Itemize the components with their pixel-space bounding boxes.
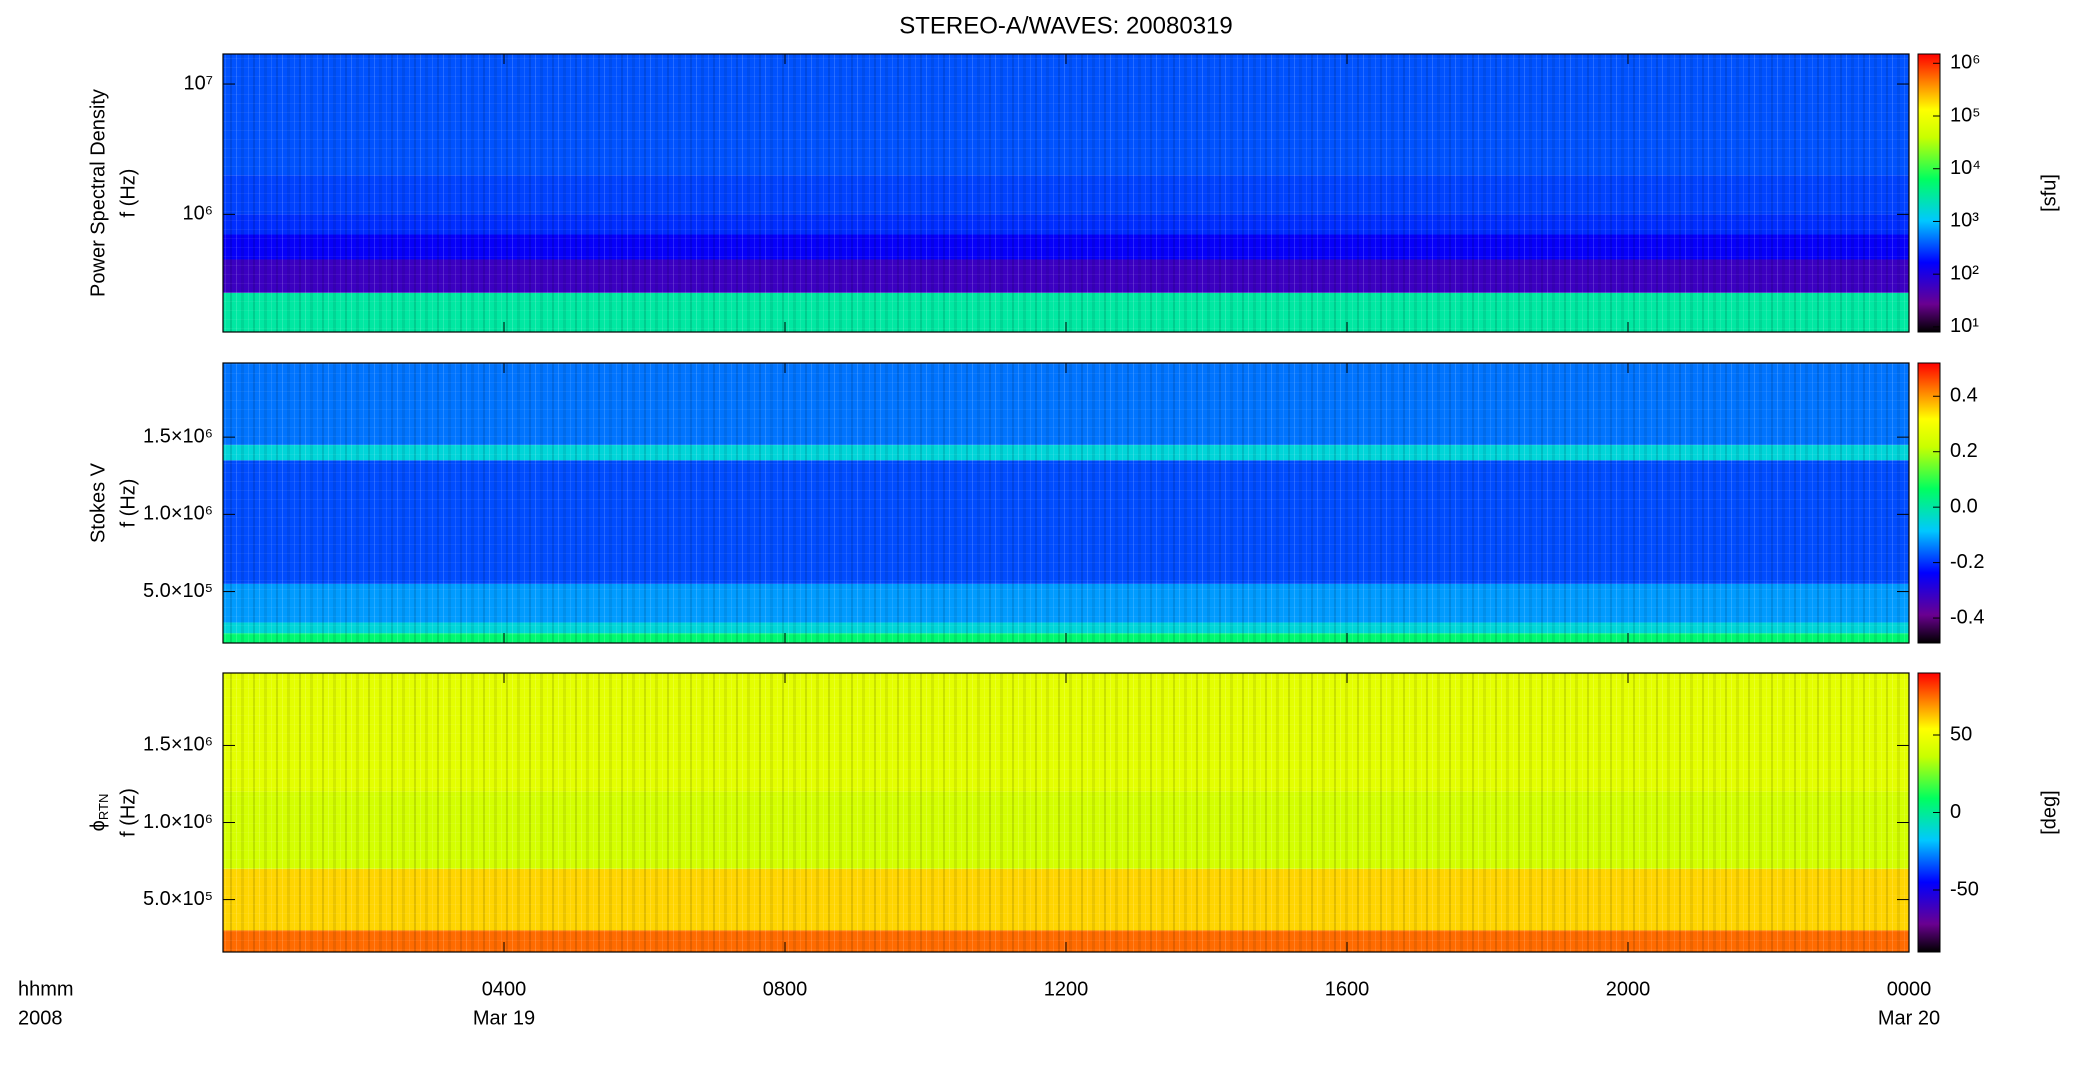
- colorbar-tick-label: 10⁵: [1950, 104, 1981, 126]
- y-tick-label: 1.5×10⁶: [143, 425, 213, 447]
- colorbar-label: [deg]: [2038, 790, 2060, 834]
- x-tick-label: 1200: [1044, 978, 1089, 1000]
- x-tick-label: 1600: [1325, 978, 1370, 1000]
- colorbar-tick-label: 10⁴: [1950, 157, 1981, 179]
- x-corner-label: hhmm: [18, 978, 74, 1000]
- colorbar: [1917, 362, 1941, 644]
- texture: [223, 363, 1909, 643]
- y-axis-label: f (Hz): [117, 788, 139, 837]
- colorbar-tick-label: 0.2: [1950, 440, 1978, 462]
- y-axis-label: f (Hz): [117, 169, 139, 218]
- colorbar-tick-label: 0.0: [1950, 495, 1978, 517]
- colorbar-tick-label: -0.2: [1950, 551, 1984, 573]
- x-tick-label: 0000: [1887, 978, 1932, 1000]
- x-date-label: Mar 20: [1878, 1007, 1940, 1029]
- y-axis-label: Stokes V: [87, 462, 109, 543]
- colorbar-tick-label: 50: [1950, 723, 1972, 745]
- y-tick-label: 5.0×10⁵: [143, 888, 213, 910]
- colorbar-tick-label: -50: [1950, 878, 1979, 900]
- y-tick-label: 5.0×10⁵: [143, 580, 213, 602]
- x-tick-label: 2000: [1606, 978, 1651, 1000]
- x-corner-label: 2008: [18, 1007, 63, 1029]
- y-tick-label: 10⁶: [183, 203, 213, 225]
- x-tick-label: 0800: [763, 978, 808, 1000]
- texture: [223, 673, 1909, 952]
- colorbar-tick-label: 10¹: [1950, 315, 1979, 337]
- colorbar-tick-label: 0: [1950, 801, 1961, 823]
- chart-title: STEREO-A/WAVES: 20080319: [899, 12, 1232, 39]
- y-axis-label-subscript: RTN: [96, 794, 111, 820]
- colorbar-tick-label: 10²: [1950, 262, 1979, 284]
- colorbar-tick-label: 10⁶: [1950, 52, 1980, 74]
- y-tick-label: 1.0×10⁶: [143, 811, 213, 833]
- colorbar-tick-label: -0.4: [1950, 606, 1984, 628]
- y-tick-label: 1.0×10⁶: [143, 503, 213, 525]
- y-axis-label: ϕRTN: [87, 794, 111, 832]
- colorbar-tick-label: 10³: [1950, 210, 1979, 232]
- y-tick-label: 1.5×10⁶: [143, 734, 213, 756]
- colorbar-tick-label: 0.4: [1950, 385, 1978, 407]
- y-axis-label: f (Hz): [117, 479, 139, 528]
- texture: [223, 54, 1909, 332]
- colorbar-label: [sfu]: [2038, 174, 2060, 212]
- y-axis-label: Power Spectral Density: [87, 89, 109, 297]
- y-tick-label: 10⁷: [184, 72, 213, 94]
- colorbar: [1917, 53, 1941, 333]
- x-tick-label: 0400: [482, 978, 527, 1000]
- x-date-label: Mar 19: [473, 1007, 535, 1029]
